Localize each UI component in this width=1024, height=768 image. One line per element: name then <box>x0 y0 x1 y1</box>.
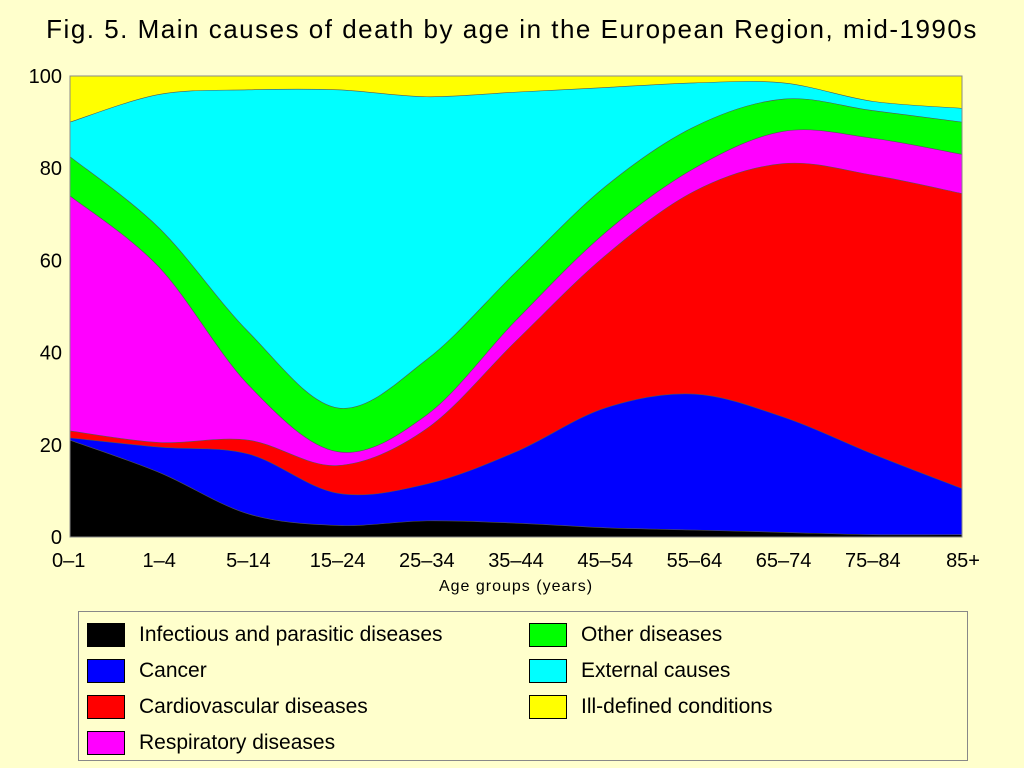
x-tick-label: 25–34 <box>399 550 455 572</box>
legend-item: Cardiovascular diseases <box>87 692 368 722</box>
x-tick-label: 35–44 <box>488 550 544 572</box>
x-tick-label: 15–24 <box>310 550 366 572</box>
y-tick-label: 80 <box>40 158 62 180</box>
legend-swatch <box>529 695 567 719</box>
x-tick-label: 5–14 <box>226 550 271 572</box>
legend-label: Respiratory diseases <box>139 731 336 754</box>
legend-label: Cardiovascular diseases <box>139 695 368 718</box>
x-tick-label: 75–84 <box>845 550 901 572</box>
chart-title: Fig. 5. Main causes of death by age in t… <box>46 14 978 44</box>
x-tick-label: 1–4 <box>143 550 176 572</box>
x-axis-title: Age groups (years) <box>439 578 593 595</box>
legend-item: Cancer <box>87 656 207 686</box>
legend-swatch <box>87 695 125 719</box>
y-axis: 0 20 40 60 80 100 <box>29 66 62 549</box>
x-tick-label: 45–54 <box>577 550 633 572</box>
x-tick-label: 65–74 <box>756 550 812 572</box>
x-tick-label: 55–64 <box>667 550 723 572</box>
legend-item: External causes <box>529 656 730 686</box>
legend-label: Other diseases <box>581 623 723 646</box>
legend-label: Cancer <box>139 659 207 682</box>
legend-item: Respiratory diseases <box>87 728 335 758</box>
legend-label: Infectious and parasitic diseases <box>139 623 443 646</box>
legend-swatch <box>87 731 125 755</box>
legend-item: Infectious and parasitic diseases <box>87 620 443 650</box>
y-tick-label: 60 <box>40 250 62 272</box>
legend-swatch <box>87 623 125 647</box>
area-series-cancer <box>69 393 963 538</box>
y-tick-label: 0 <box>51 527 62 549</box>
x-axis: 0–1 1–4 5–14 15–24 25–34 35–44 45–54 55–64 65–74… <box>52 550 980 572</box>
area-series-infectious-and-parasitic-diseases <box>69 439 963 538</box>
legend-label: Ill-defined conditions <box>581 695 773 718</box>
legend-swatch <box>529 659 567 683</box>
legend-swatch <box>87 659 125 683</box>
y-tick-label: 40 <box>40 343 62 365</box>
legend-item: Ill-defined conditions <box>529 692 772 722</box>
plot-frame <box>69 75 963 538</box>
y-tick-label: 20 <box>40 435 62 457</box>
legend-label: External causes <box>581 659 731 682</box>
legend: Infectious and parasitic diseases Cancer C… <box>78 611 968 761</box>
legend-item: Other diseases <box>529 620 722 650</box>
area-chart: 0 20 40 60 80 100 0–1 1–4 5–14 15–24 25–34 35–44 45… <box>29 66 980 595</box>
legend-swatch <box>529 623 567 647</box>
y-tick-label: 100 <box>29 66 62 88</box>
chart-areas <box>69 75 963 538</box>
x-tick-label: 85+ <box>946 550 980 572</box>
x-tick-label: 0–1 <box>52 550 85 572</box>
